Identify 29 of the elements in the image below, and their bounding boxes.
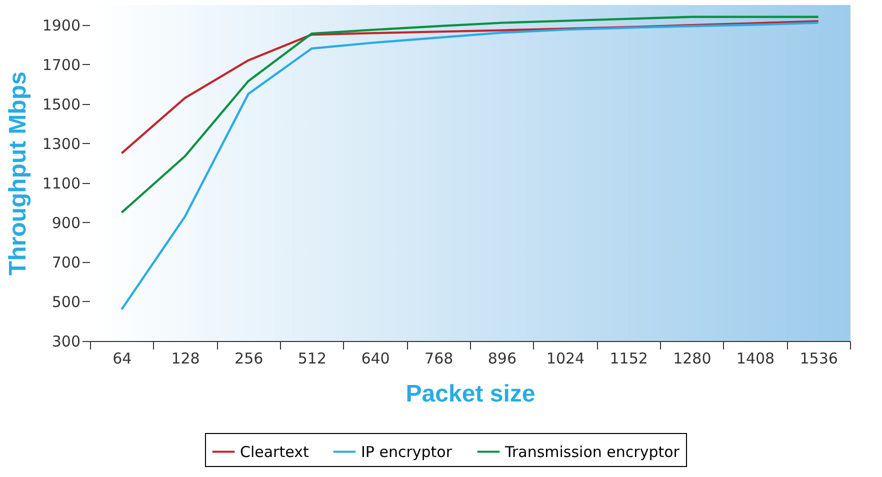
y-tick-label: 1100 (42, 174, 80, 192)
x-tick-label: 896 (488, 350, 516, 368)
x-tick-label: 128 (171, 350, 200, 368)
x-axis-title: Packet size (406, 380, 536, 408)
y-tick-label: 1500 (42, 95, 80, 114)
legend-label: Transmission encryptor (504, 442, 680, 461)
x-tick-label: 1152 (610, 350, 648, 368)
y-tick-label: 700 (52, 253, 80, 272)
y-tick-label: 1300 (42, 134, 80, 153)
x-tick-label: 1536 (800, 350, 838, 368)
y-tick-label: 300 (52, 332, 80, 350)
x-tick-label: 64 (112, 350, 132, 368)
line-series (120, 20, 820, 154)
legend-label: IP encryptor (361, 442, 453, 461)
x-tick-label: 512 (298, 350, 326, 368)
y-tick-label: 1900 (42, 16, 80, 34)
y-axis-title: Throughput Mbps (4, 72, 32, 276)
x-tick-label: 1280 (673, 350, 712, 368)
y-tick-label: 900 (52, 214, 80, 232)
x-tick-label: 1408 (736, 350, 775, 368)
legend-label: Cleartext (240, 442, 309, 461)
x-tick-label: 256 (234, 350, 264, 368)
line-series (120, 22, 820, 310)
line-series (120, 16, 820, 214)
x-tick-label: 640 (361, 350, 390, 368)
x-tick-label: 768 (424, 350, 454, 368)
x-tick-label: 1024 (546, 350, 585, 368)
y-tick-label: 1700 (42, 56, 80, 74)
y-tick-label: 500 (52, 292, 80, 311)
